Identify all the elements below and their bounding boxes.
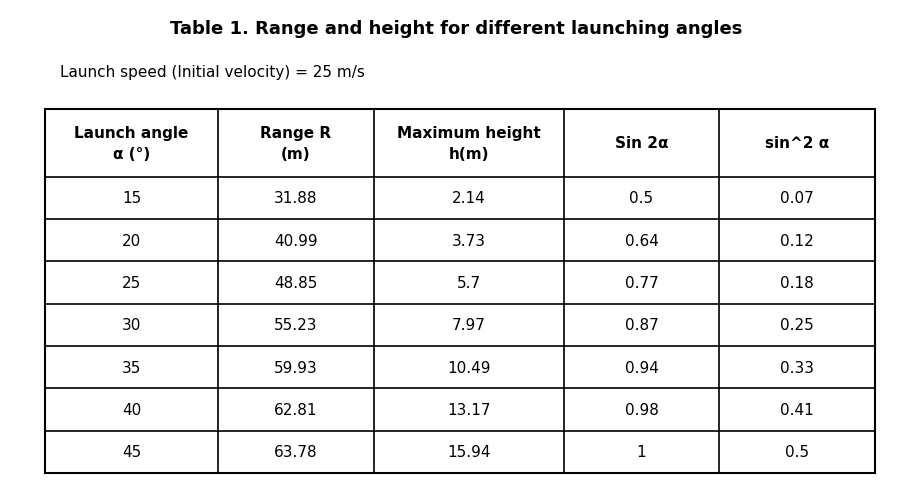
- Text: 31.88: 31.88: [273, 191, 317, 206]
- Text: 10.49: 10.49: [446, 360, 490, 375]
- Text: 45: 45: [122, 445, 141, 459]
- Text: 1: 1: [636, 445, 646, 459]
- Text: 15: 15: [122, 191, 141, 206]
- Text: 5.7: 5.7: [456, 275, 480, 290]
- Text: 63.78: 63.78: [273, 445, 317, 459]
- Text: 0.12: 0.12: [780, 233, 814, 248]
- Text: 25: 25: [122, 275, 141, 290]
- Text: 55.23: 55.23: [273, 318, 317, 333]
- Text: Table 1. Range and height for different launching angles: Table 1. Range and height for different …: [169, 20, 742, 38]
- Text: 62.81: 62.81: [273, 402, 317, 417]
- Text: 0.98: 0.98: [624, 402, 658, 417]
- Text: 0.33: 0.33: [779, 360, 814, 375]
- Text: sin^2 α: sin^2 α: [764, 136, 828, 151]
- Text: 59.93: 59.93: [273, 360, 317, 375]
- Text: Launch speed (Initial velocity) = 25 m/s: Launch speed (Initial velocity) = 25 m/s: [60, 65, 364, 80]
- Text: 0.87: 0.87: [624, 318, 658, 333]
- Text: 30: 30: [122, 318, 141, 333]
- Text: 3.73: 3.73: [451, 233, 486, 248]
- Text: 13.17: 13.17: [446, 402, 490, 417]
- Text: 0.5: 0.5: [629, 191, 653, 206]
- Text: 0.5: 0.5: [784, 445, 808, 459]
- Text: 0.18: 0.18: [780, 275, 814, 290]
- Text: Maximum height
h(m): Maximum height h(m): [396, 125, 540, 162]
- Text: 48.85: 48.85: [273, 275, 317, 290]
- Text: 0.64: 0.64: [624, 233, 658, 248]
- Text: 0.25: 0.25: [780, 318, 814, 333]
- Text: 2.14: 2.14: [451, 191, 485, 206]
- Text: 40: 40: [122, 402, 141, 417]
- Text: 0.77: 0.77: [624, 275, 658, 290]
- Text: Range R
(m): Range R (m): [260, 125, 331, 162]
- Text: 7.97: 7.97: [451, 318, 485, 333]
- Text: 0.41: 0.41: [780, 402, 814, 417]
- Text: 40.99: 40.99: [273, 233, 317, 248]
- Text: Sin 2α: Sin 2α: [614, 136, 668, 151]
- Text: 0.94: 0.94: [624, 360, 658, 375]
- Text: 35: 35: [122, 360, 141, 375]
- Text: 0.07: 0.07: [780, 191, 814, 206]
- Text: Launch angle
α (°): Launch angle α (°): [74, 125, 189, 162]
- Text: 15.94: 15.94: [446, 445, 490, 459]
- Text: 20: 20: [122, 233, 141, 248]
